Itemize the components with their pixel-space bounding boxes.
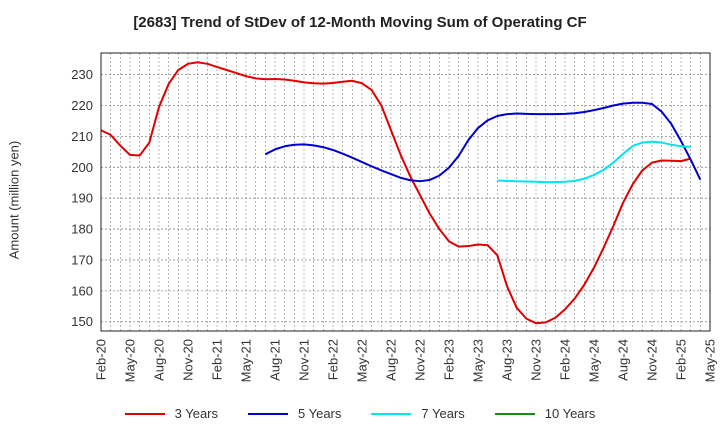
legend-swatch	[494, 412, 535, 415]
series-line-3-years	[100, 61, 691, 325]
x-tick-label: Aug-21	[268, 339, 283, 381]
x-tick-label: Feb-25	[674, 339, 689, 380]
chart-title: [2683] Trend of StDev of 12-Month Moving…	[133, 14, 587, 31]
y-tick-labels: 150 160 170 180 190 200 210 220 230	[71, 67, 93, 329]
x-tick-label: May-25	[703, 339, 718, 382]
x-tick-label: May-23	[471, 339, 486, 382]
y-tick-label: 220	[71, 98, 93, 113]
x-tick-label: Feb-20	[94, 339, 109, 380]
y-tick-label: 230	[71, 67, 93, 82]
legend-label: 5 Years	[298, 406, 342, 421]
series-lines	[100, 61, 702, 325]
y-tick-label: 200	[71, 160, 93, 175]
plot-frame	[100, 52, 711, 332]
x-tick-label: May-24	[587, 339, 602, 382]
x-tick-label: Nov-24	[645, 339, 660, 381]
x-tick-label: Aug-23	[500, 339, 515, 381]
x-tick-label: Feb-21	[210, 339, 225, 380]
x-tick-label: Aug-20	[152, 339, 167, 381]
x-tick-labels: Feb-20 May-20 Aug-20 Nov-20 Feb-21 May-21 Aug-…	[94, 339, 718, 382]
legend-label: 3 Years	[174, 406, 218, 421]
x-tick-label: Nov-20	[181, 339, 196, 381]
x-tick-label: Aug-24	[616, 339, 631, 381]
legend-item: 7 Years	[371, 406, 465, 421]
x-tick-label: Feb-22	[326, 339, 341, 380]
y-tick-label: 210	[71, 129, 93, 144]
x-tick-label: Nov-23	[529, 339, 544, 381]
legend-label: 10 Years	[544, 406, 596, 421]
legend-swatch	[371, 412, 412, 415]
legend-item: 3 Years	[124, 406, 218, 421]
legend: 3 Years 5 Years 7 Years 10 Years	[0, 406, 720, 421]
x-tick-label: Nov-21	[297, 339, 312, 381]
y-tick-label: 180	[71, 222, 93, 237]
y-tick-label: 170	[71, 252, 93, 267]
y-tick-label: 150	[71, 314, 93, 329]
x-tick-label: Aug-22	[384, 339, 399, 381]
x-tick-label: Feb-23	[442, 339, 457, 380]
legend-swatch	[248, 412, 288, 415]
x-tick-label: May-22	[355, 339, 370, 382]
legend-item: 5 Years	[248, 406, 341, 421]
legend-swatch	[124, 412, 165, 415]
y-tick-label: 160	[71, 283, 93, 298]
x-tick-label: Feb-24	[558, 339, 573, 380]
legend-item: 10 Years	[494, 406, 596, 421]
x-tick-label: May-21	[239, 339, 254, 382]
y-tick-label: 190	[71, 191, 93, 206]
x-tick-label: Nov-22	[413, 339, 428, 381]
x-tick-label: May-20	[123, 339, 138, 382]
legend-label: 7 Years	[421, 406, 465, 421]
series-line-7-years	[497, 140, 691, 184]
grid-lines	[100, 53, 711, 331]
series-line-5-years	[264, 101, 702, 183]
